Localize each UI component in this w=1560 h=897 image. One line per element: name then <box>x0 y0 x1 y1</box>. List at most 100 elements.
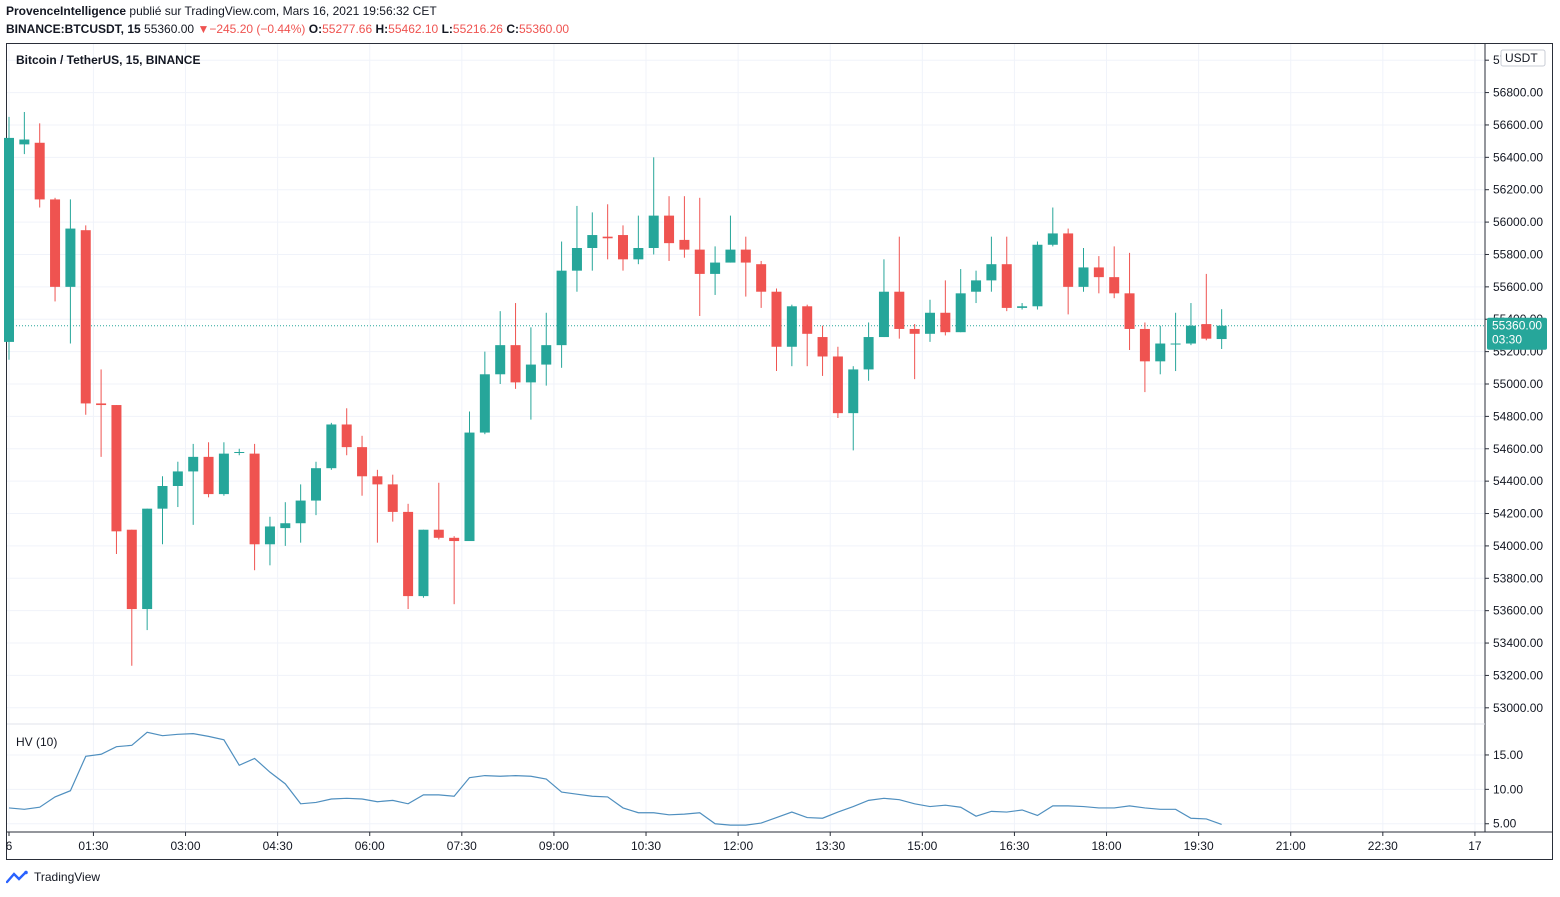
candle <box>848 366 859 451</box>
candle-body <box>418 529 429 597</box>
candle-body <box>326 424 337 469</box>
candle <box>188 443 199 525</box>
low-value: 55216.26 <box>452 22 503 36</box>
candle-body <box>157 486 168 509</box>
candle <box>1017 303 1028 310</box>
candle-body <box>863 337 874 370</box>
x-tick-label: 01:30 <box>78 839 108 853</box>
candle <box>1093 256 1104 294</box>
candle <box>65 199 76 344</box>
candle <box>863 322 874 381</box>
candle-body <box>19 139 30 145</box>
candle <box>19 112 30 155</box>
candle <box>1109 246 1120 299</box>
y-tick-label: 56800.00 <box>1493 86 1543 100</box>
candle <box>111 405 122 554</box>
chart-title: Bitcoin / TetherUS, 15, BINANCE <box>16 53 200 67</box>
candle <box>771 288 782 372</box>
candle-body <box>556 270 567 346</box>
candle-body <box>479 374 490 433</box>
candle <box>571 205 582 292</box>
candle <box>725 215 736 263</box>
candle-body <box>126 529 137 610</box>
candle-body <box>1216 325 1227 340</box>
candle <box>357 435 368 496</box>
change-down-icon: ▼ <box>197 22 210 36</box>
candle-body <box>96 403 107 406</box>
candle-body <box>602 236 613 239</box>
x-tick-label: 12:00 <box>723 839 753 853</box>
candle-body <box>264 526 275 545</box>
candle-body <box>218 453 229 495</box>
hv-tick-label: 10.00 <box>1493 782 1523 796</box>
chart-frame[interactable] <box>6 43 1553 860</box>
candle <box>817 325 828 376</box>
candle <box>541 312 552 386</box>
x-tick-label: 22:30 <box>1368 839 1398 853</box>
candle <box>1201 273 1212 341</box>
high-key: H: <box>375 22 389 36</box>
y-tick-label: 54200.00 <box>1493 507 1543 521</box>
footer-brand[interactable]: TradingView <box>6 870 100 884</box>
candle <box>1185 303 1196 346</box>
candle-body <box>249 453 260 545</box>
hv-series-line <box>8 731 1222 826</box>
hv-layer <box>8 731 1222 826</box>
high-value: 55462.10 <box>388 22 439 36</box>
candles-layer <box>4 112 1227 666</box>
x-tick-label: 19:30 <box>1184 839 1214 853</box>
candle <box>633 215 644 265</box>
candle <box>1078 248 1089 292</box>
candle-body <box>894 291 905 329</box>
candle <box>694 197 705 316</box>
y-tick-label: 53600.00 <box>1493 604 1543 618</box>
hv-title: HV (10) <box>16 735 57 749</box>
candle <box>142 508 153 631</box>
candle <box>786 304 797 367</box>
candle <box>925 299 935 342</box>
candle <box>664 196 675 261</box>
candle-body <box>710 262 721 274</box>
candle-body <box>403 511 414 597</box>
candle-body <box>1063 233 1074 287</box>
candle <box>1032 241 1043 310</box>
candle-body <box>986 264 997 281</box>
candle-body <box>571 248 582 271</box>
candle-body <box>740 249 751 263</box>
candle-body <box>172 471 183 486</box>
symbol-label: BINANCE:BTCUSDT, 15 <box>6 22 141 36</box>
hv-tick-label: 15.00 <box>1493 748 1523 762</box>
x-tick-label: 06:00 <box>355 839 385 853</box>
currency-button[interactable]: USDT <box>1500 49 1546 67</box>
candle <box>495 311 506 384</box>
currency-label: USDT <box>1505 51 1538 65</box>
low-key: L: <box>441 22 453 36</box>
candle-body <box>802 306 813 334</box>
y-tick-label: 54400.00 <box>1493 474 1543 488</box>
candle <box>326 422 337 470</box>
chart-publish-header: ProvenceIntelligence publié sur TradingV… <box>6 4 437 18</box>
candle <box>740 236 751 297</box>
candle-body <box>111 405 122 532</box>
candle-body <box>1155 343 1166 362</box>
candle-body <box>971 280 982 292</box>
candle-body <box>234 452 245 453</box>
x-tick-label: 16:30 <box>999 839 1029 853</box>
candle-body <box>1109 277 1120 294</box>
candle <box>172 461 183 508</box>
y-tick-label: 54600.00 <box>1493 442 1543 456</box>
author-name[interactable]: ProvenceIntelligence <box>6 4 127 18</box>
x-tick-label: 21:00 <box>1276 839 1306 853</box>
candle-body <box>878 291 889 338</box>
candle <box>832 346 843 418</box>
candle-body <box>1032 244 1043 307</box>
candle <box>464 411 475 542</box>
candle-body <box>357 447 368 477</box>
hv-tick-label: 5.00 <box>1493 817 1517 831</box>
candle <box>372 469 383 543</box>
candle-body <box>771 291 782 347</box>
candle <box>1063 228 1074 315</box>
candle-body <box>1078 267 1089 287</box>
candle <box>556 241 567 368</box>
